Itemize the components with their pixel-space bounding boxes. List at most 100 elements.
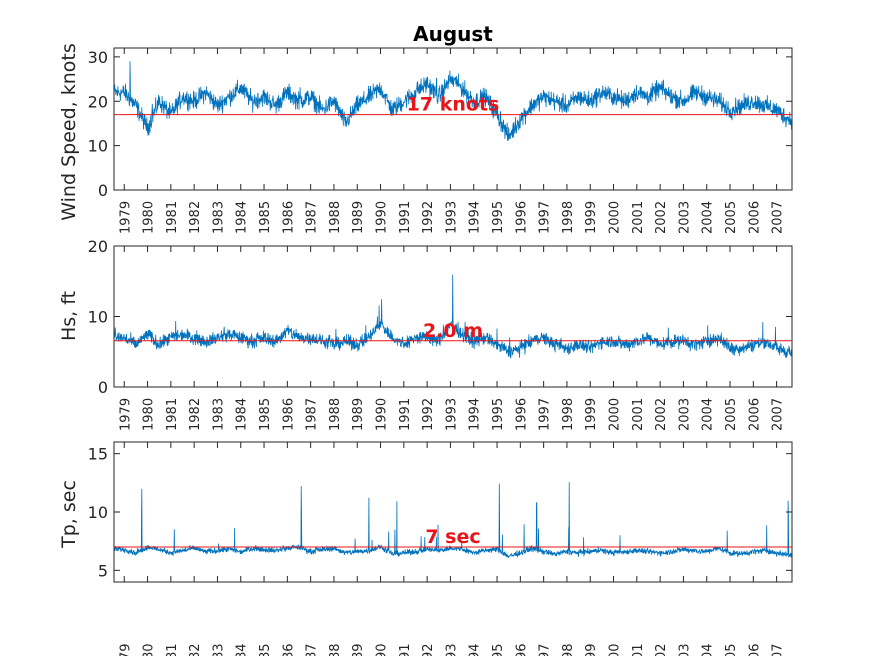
x-tick-label: 1982 — [188, 398, 203, 431]
data-series-trace — [114, 61, 792, 142]
x-tick-label: 1983 — [211, 398, 226, 431]
x-tick-label: 1980 — [142, 398, 157, 431]
x-tick-label: 05 — [724, 643, 739, 656]
x-tick-label: 1998 — [561, 201, 576, 234]
x-tick-label: 2001 — [631, 398, 646, 431]
x-tick-label: 91 — [398, 643, 413, 656]
x-tick-label: 03 — [677, 643, 692, 656]
x-tick-label: 81 — [165, 643, 180, 656]
x-tick-label: 2006 — [747, 201, 762, 234]
x-tick-label: 1991 — [398, 398, 413, 431]
y-tick-label: 10 — [88, 503, 108, 522]
y-tick-label: 5 — [98, 561, 108, 580]
x-tick-label: 2007 — [771, 398, 786, 431]
x-tick-label: 2001 — [631, 201, 646, 234]
x-tick-label: 1993 — [444, 201, 459, 234]
x-tick-label: 1984 — [235, 201, 250, 234]
x-tick-label: 1997 — [538, 201, 553, 234]
x-tick-label: 79 — [118, 643, 133, 656]
x-tick-label: 1980 — [142, 201, 157, 234]
x-tick-label: 1986 — [281, 398, 296, 431]
x-tick-label: 2004 — [701, 201, 716, 234]
panel-3: 7 sec 5 10 15 Tp, sec 79 80 81 82 83 84 85 86 87 88 89 9… — [58, 441, 793, 656]
reference-label: 2.0 m — [423, 320, 483, 342]
x-tick-label: 85 — [258, 643, 273, 656]
x-tick-label: 2007 — [771, 201, 786, 234]
x-tick-label: 2002 — [654, 398, 669, 431]
reference-label: 17 knots — [407, 94, 500, 116]
x-tick-label: 1999 — [584, 398, 599, 431]
x-tick-label: 1987 — [305, 398, 320, 431]
x-tick-label: 1988 — [328, 201, 343, 234]
x-tick-label: 93 — [444, 643, 459, 656]
x-tick-label: 1979 — [118, 398, 133, 431]
x-tick-label: 1999 — [584, 201, 599, 234]
y-axis-label: Hs, ft — [58, 291, 80, 341]
x-tick-label: 1989 — [351, 398, 366, 431]
x-tick-label: 83 — [211, 643, 226, 656]
x-tick-label: 87 — [305, 643, 320, 656]
x-tick-label: 1983 — [211, 201, 226, 234]
y-axis-label: Tp, sec — [58, 480, 80, 549]
x-tick-label: 84 — [235, 643, 250, 656]
x-tick-label: 2005 — [724, 398, 739, 431]
x-tick-label: 07 — [771, 643, 786, 656]
x-tick-label: 88 — [328, 643, 343, 656]
x-tick-label: 1987 — [305, 201, 320, 234]
x-tick-label: 80 — [142, 643, 157, 656]
x-tick-label: 1988 — [328, 398, 343, 431]
x-tick-label: 1994 — [468, 201, 483, 234]
x-tick-label: 2003 — [677, 398, 692, 431]
x-tick-label: 2000 — [608, 398, 623, 431]
y-tick-label: 0 — [98, 378, 108, 397]
x-tick-label: 82 — [188, 643, 203, 656]
x-tick-label: 90 — [375, 643, 390, 656]
x-tick-label: 1998 — [561, 398, 576, 431]
x-tick-label: 1994 — [468, 398, 483, 431]
x-tick-label: 02 — [654, 643, 669, 656]
y-tick-label: 0 — [98, 181, 108, 200]
x-tick-label: 1996 — [514, 201, 529, 234]
figure-title: August — [413, 22, 493, 46]
x-tick-label: 01 — [631, 643, 646, 656]
x-tick-label: 1995 — [491, 201, 506, 234]
x-tick-label: 1992 — [421, 398, 436, 431]
y-tick-label: 20 — [88, 237, 108, 256]
x-tick-label: 2000 — [608, 201, 623, 234]
x-tick-label: 1985 — [258, 398, 273, 431]
x-tick-label: 96 — [514, 643, 529, 656]
x-tick-label: 86 — [281, 643, 296, 656]
x-tick-label: 1995 — [491, 398, 506, 431]
x-tick-label: 89 — [351, 643, 366, 656]
x-tick-label: 2006 — [747, 398, 762, 431]
x-tick-label: 1990 — [375, 201, 390, 234]
data-series-trace — [114, 482, 792, 559]
plot-area — [113, 441, 793, 583]
data-series-trace — [114, 274, 792, 359]
y-tick-label: 15 — [88, 445, 108, 464]
x-tick-label: 99 — [584, 643, 599, 656]
y-axis-label: Wind Speed, knots — [58, 43, 80, 220]
x-tick-label: 92 — [421, 643, 436, 656]
x-tick-label: 1981 — [165, 201, 180, 234]
x-tick-label: 1981 — [165, 398, 180, 431]
x-tick-label: 98 — [561, 643, 576, 656]
panel-2: 2.0 m 0 10 20 Hs, ft 1979 1980 1981 1982 1983 1984… — [58, 237, 793, 431]
y-tick-label: 10 — [88, 308, 108, 327]
x-tick-label: 04 — [701, 643, 716, 656]
x-tick-label: 1991 — [398, 201, 413, 234]
x-tick-label: 1992 — [421, 201, 436, 234]
x-tick-label: 00 — [608, 643, 623, 656]
x-tick-label: 06 — [747, 643, 762, 656]
x-tick-label: 2004 — [701, 398, 716, 431]
x-tick-label: 1990 — [375, 398, 390, 431]
x-tick-label: 2005 — [724, 201, 739, 234]
x-tick-label: 94 — [468, 643, 483, 656]
y-tick-label: 10 — [88, 137, 108, 156]
x-tick-label: 1996 — [514, 398, 529, 431]
x-tick-label: 1997 — [538, 398, 553, 431]
x-tick-label: 1979 — [118, 201, 133, 234]
x-tick-label: 97 — [538, 643, 553, 656]
panel-1: 17 knots 0 10 20 30 Wind Speed, knots 1979 1980… — [58, 43, 793, 234]
